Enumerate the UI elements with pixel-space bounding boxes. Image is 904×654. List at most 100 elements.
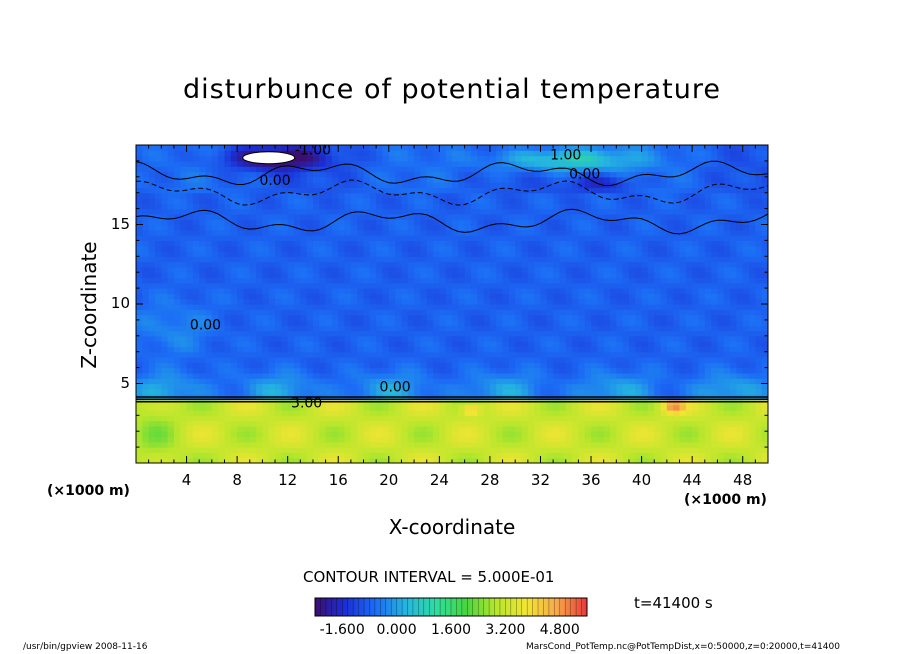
heatmap-cell [470, 224, 478, 231]
heatmap-cell [142, 182, 150, 188]
heatmap-cell [287, 277, 295, 284]
heatmap-cell [654, 187, 662, 194]
heatmap-cell [256, 404, 263, 411]
heatmap-cell [294, 441, 301, 448]
heatmap-cell [603, 224, 611, 231]
heatmap-cell [338, 357, 346, 363]
heatmap-cell [559, 256, 567, 263]
heatmap-cell [262, 452, 270, 459]
heatmap-cell [300, 272, 308, 279]
heatmap-cell [218, 224, 226, 231]
heatmap-cell [237, 431, 245, 438]
heatmap-cell [363, 351, 371, 358]
heatmap-cell [154, 330, 162, 337]
heatmap-cell [420, 314, 428, 321]
heatmap-cell [616, 176, 624, 183]
heatmap-cell [483, 351, 491, 358]
heatmap-cell [433, 256, 440, 263]
heatmap-cell [546, 357, 554, 363]
heatmap-cell [243, 357, 251, 363]
heatmap-cell [654, 404, 662, 411]
heatmap-cell [622, 224, 630, 231]
heatmap-cell [464, 182, 472, 188]
heatmap-cell [464, 383, 472, 390]
heatmap-cell [527, 266, 535, 273]
heatmap-cell [426, 330, 434, 337]
heatmap-cell [262, 224, 270, 231]
heatmap-cell [433, 171, 440, 178]
heatmap-cell [603, 436, 611, 443]
heatmap-cell [281, 219, 289, 226]
heatmap-cell [464, 245, 472, 252]
heatmap-cell [287, 171, 295, 178]
heatmap-cell [445, 187, 453, 194]
heatmap-cell [553, 319, 561, 326]
heatmap-cell [553, 208, 561, 215]
heatmap-cell [287, 150, 295, 157]
heatmap-cell [218, 288, 226, 294]
heatmap-cell [647, 261, 655, 268]
heatmap-cell [256, 457, 263, 463]
heatmap-cell [628, 187, 636, 194]
heatmap-cell [654, 256, 662, 263]
heatmap-cell [218, 314, 226, 321]
heatmap-cell [382, 319, 390, 326]
heatmap-cell [186, 272, 194, 279]
heatmap-cell [584, 182, 592, 188]
heatmap-cell [433, 309, 440, 316]
heatmap-cell [628, 277, 636, 284]
heatmap-cell [294, 256, 301, 263]
heatmap-cell [173, 266, 181, 273]
heatmap-cell [546, 171, 554, 178]
heatmap-cell [597, 293, 605, 300]
heatmap-cell [173, 288, 181, 294]
heatmap-cell [173, 420, 181, 427]
heatmap-cell [445, 176, 453, 183]
heatmap-cell [243, 293, 251, 300]
heatmap-cell [192, 277, 200, 284]
heatmap-cell [464, 224, 472, 231]
heatmap-cell [192, 447, 200, 453]
heatmap-cell [161, 192, 169, 199]
heatmap-cell [628, 325, 636, 332]
heatmap-cell [540, 240, 548, 247]
heatmap-cell [256, 304, 263, 310]
heatmap-cell [281, 420, 289, 427]
heatmap-cell [565, 251, 573, 257]
heatmap-cell [167, 235, 175, 241]
heatmap-cell [256, 219, 263, 226]
heatmap-cell [477, 155, 485, 162]
heatmap-cell [256, 351, 263, 358]
heatmap-cell [489, 261, 497, 268]
heatmap-cell [224, 431, 232, 438]
heatmap-cell [268, 314, 276, 321]
heatmap-cell [470, 203, 478, 210]
heatmap-cell [546, 208, 554, 215]
heatmap-cell [154, 335, 162, 342]
heatmap-cell [243, 150, 251, 157]
heatmap-cell [224, 145, 232, 151]
heatmap-cell [161, 272, 169, 279]
heatmap-cell [515, 166, 523, 173]
heatmap-cell [167, 251, 175, 257]
heatmap-cell [489, 372, 497, 379]
heatmap-cell [616, 155, 624, 162]
heatmap-cell [477, 431, 485, 438]
heatmap-cell [331, 404, 339, 411]
heatmap-cell [281, 346, 289, 353]
heatmap-cell [249, 457, 257, 463]
heatmap-cell [477, 251, 485, 257]
heatmap-cell [186, 346, 194, 353]
heatmap-cell [142, 229, 150, 236]
heatmap-cell [319, 378, 327, 385]
heatmap-cell [338, 272, 346, 279]
heatmap-cell [338, 447, 346, 453]
heatmap-cell [268, 436, 276, 443]
heatmap-cell [572, 293, 579, 300]
heatmap-cell [603, 410, 611, 416]
heatmap-cell [635, 372, 643, 379]
heatmap-cell [161, 425, 169, 432]
heatmap-cell [395, 351, 403, 358]
heatmap-cell [148, 378, 156, 385]
heatmap-cell [186, 192, 194, 199]
